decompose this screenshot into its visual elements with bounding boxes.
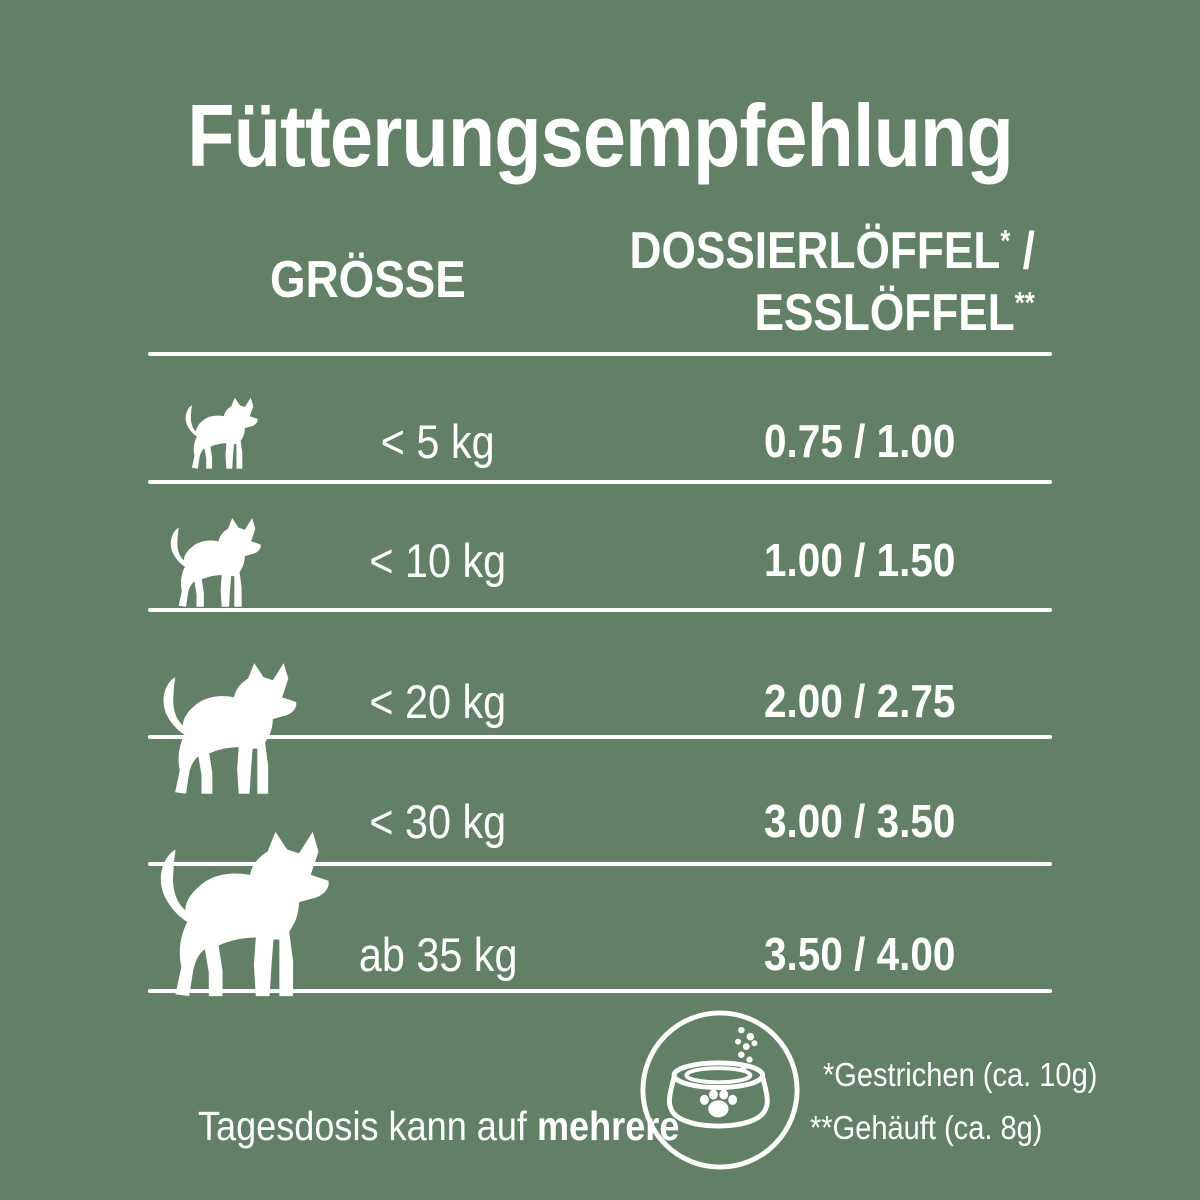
dog-xlarge-icon [150, 828, 346, 1004]
row-size-label: < 5 kg [381, 415, 495, 468]
table-divider [148, 989, 1052, 993]
table-divider [148, 480, 1052, 484]
dog-bowl-icon [638, 1008, 802, 1172]
header-slash: / [1010, 222, 1035, 280]
table-divider [148, 862, 1052, 866]
table-divider [148, 352, 1052, 356]
row-spoon-value: 3.50 / 4.00 [764, 928, 956, 980]
footnote-gestrichen: *Gestrichen (ca. 10g) [823, 1056, 1098, 1093]
header-essloeffel: ESSLÖFFEL [754, 284, 1016, 342]
dog-medium-icon [165, 516, 270, 611]
dog-small-icon [181, 396, 265, 472]
column-header-spoons: DOSSIERLÖFFEL* / ESSLÖFFEL** [435, 224, 1035, 348]
footnotes: *Gestrichen (ca. 10g) **Gehäuft (ca. 8g) [810, 1048, 1135, 1154]
row-spoon-value: 1.00 / 1.50 [764, 534, 956, 586]
row-size-label: < 30 kg [369, 795, 507, 848]
footnote-gehaeuft: **Gehäuft (ca. 8g) [810, 1109, 1043, 1146]
page-title: Fütterungsempfehlung [187, 86, 1013, 185]
dog-large-icon [155, 660, 310, 800]
row-spoon-value: 0.75 / 1.00 [764, 415, 956, 467]
note-bold: mehrere [536, 1103, 679, 1149]
row-spoon-value: 2.00 / 2.75 [764, 675, 956, 727]
footnote-marker-2: ** [1015, 287, 1035, 321]
column-header-size: GRÖSSE [270, 251, 466, 309]
header-dossierloeffel: DOSSIERLÖFFEL [629, 222, 1001, 280]
row-spoon-value: 3.00 / 3.50 [764, 795, 956, 847]
row-size-label: < 20 kg [369, 675, 507, 728]
row-size-label: ab 35 kg [358, 928, 518, 981]
daily-dose-note: Tagesdosis kann auf mehrere Rationen am … [152, 1042, 796, 1200]
table-divider [148, 735, 1052, 739]
table-divider [148, 608, 1052, 612]
row-size-label: < 10 kg [369, 534, 507, 587]
note-text: Tagesdosis kann auf [197, 1103, 537, 1149]
footnote-marker-1: * [1000, 225, 1011, 259]
